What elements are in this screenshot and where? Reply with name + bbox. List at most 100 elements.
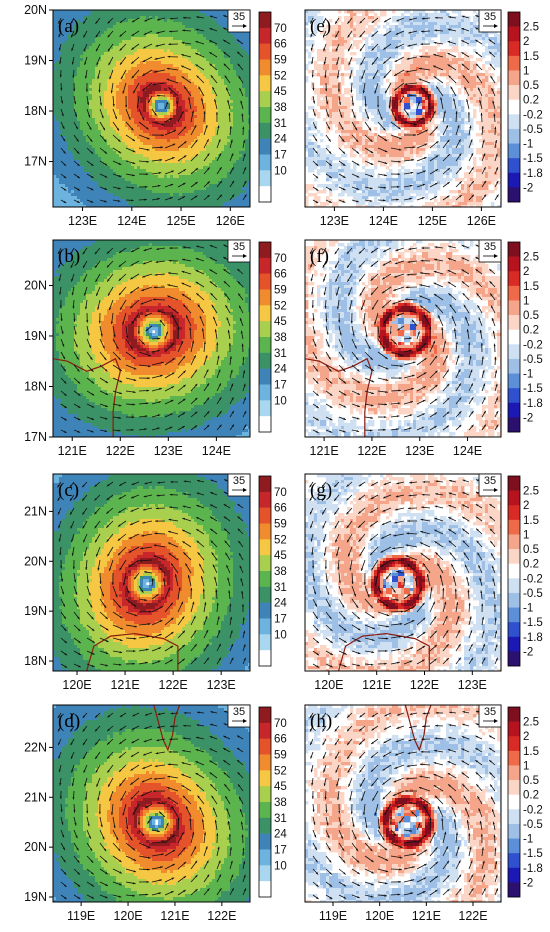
wind-arrowhead [370, 139, 373, 142]
wind-arrowhead [159, 620, 163, 623]
wind-arrowhead [223, 27, 226, 30]
wind-arrowhead [421, 506, 424, 509]
wind-arrowhead [227, 99, 230, 103]
wind-arrowhead [461, 748, 465, 751]
wind-arrowhead [385, 650, 388, 652]
y-tick-label: 18N [24, 379, 47, 393]
wind-arrowhead [216, 342, 219, 345]
wind-arrowhead [182, 412, 186, 415]
wind-arrowhead [338, 580, 341, 584]
wind-arrowhead [83, 770, 86, 773]
wind-arrowhead [476, 479, 479, 482]
reference-vector-label: 35 [484, 241, 496, 253]
wind-arrowhead [394, 59, 398, 62]
wind-arrowhead [359, 293, 362, 296]
wind-arrowhead [370, 416, 373, 419]
colorbar-swatch [508, 187, 520, 203]
colorbar-label: -1.8 [523, 168, 543, 180]
wind-arrowhead [407, 44, 411, 47]
wind-arrowhead [131, 75, 135, 79]
wind-arrowhead [169, 17, 173, 20]
wind-arrowhead [133, 637, 137, 640]
wind-arrowhead [462, 784, 465, 787]
wind-arrowhead [447, 258, 451, 260]
wind-arrowhead [242, 126, 245, 130]
wind-arrowhead [94, 251, 98, 255]
wind-arrowhead [195, 889, 198, 892]
wind-arrowhead [396, 19, 399, 22]
wind-arrowhead [183, 890, 186, 893]
wind-arrowhead [166, 101, 169, 105]
wind-arrowhead [146, 880, 149, 883]
wind-arrowhead [322, 512, 325, 515]
wind-arrowhead [168, 542, 171, 545]
panel-frame [52, 473, 251, 672]
wind-arrowhead [181, 282, 185, 285]
wind-arrowhead [370, 510, 373, 513]
wind-arrowhead [422, 480, 425, 483]
wind-arrowhead [370, 429, 373, 432]
colorbar-swatch [259, 75, 271, 92]
wind-arrowhead [95, 265, 98, 268]
wind-arrowhead [141, 590, 144, 593]
wind-arrowhead [70, 251, 73, 255]
wind-arrowhead [156, 248, 159, 250]
wind-arrowhead [131, 483, 135, 485]
wind-arrowhead [108, 62, 111, 66]
colorbar-swatch [508, 114, 520, 130]
wind-arrowhead [143, 46, 146, 49]
wind-arrowhead [72, 797, 75, 800]
wind-arrowhead [382, 509, 386, 512]
wind-arrowhead [457, 355, 460, 358]
wind-arrowhead [316, 393, 319, 396]
wind-arrowhead [397, 402, 401, 405]
wind-arrowhead [122, 812, 125, 816]
wind-arrowhead [433, 762, 437, 765]
reference-vector-arrowhead [494, 254, 498, 258]
wind-arrowhead [343, 616, 346, 620]
wind-arrowhead [237, 528, 241, 532]
wind-arrowhead [455, 111, 458, 114]
wind-arrowhead [420, 530, 423, 533]
wind-arrowhead [170, 602, 173, 606]
panel-letter: (d) [58, 711, 80, 732]
wind-arrowhead [358, 251, 362, 254]
wind-arrowhead [183, 155, 187, 158]
wind-arrowhead [394, 342, 397, 345]
colorbar-label: -1.5 [523, 383, 543, 395]
wind-arrowhead [224, 528, 227, 531]
wind-arrowhead [476, 540, 479, 544]
wind-arrowhead [405, 555, 409, 558]
wind-vectors [309, 478, 498, 668]
wind-arrowhead [381, 536, 384, 539]
wind-arrowhead [130, 509, 134, 512]
wind-arrowhead [483, 874, 486, 878]
wind-arrowhead [334, 742, 338, 746]
wind-arrowhead [239, 553, 242, 556]
wind-arrowhead [327, 344, 330, 348]
wind-arrowhead [421, 17, 425, 20]
wind-arrowhead [422, 183, 426, 186]
wind-arrowhead [178, 587, 181, 590]
wind-arrowhead [391, 559, 394, 562]
wind-arrowhead [495, 167, 498, 170]
wind-arrowhead [419, 284, 423, 287]
wind-arrowhead [329, 163, 332, 166]
wind-arrowhead [411, 633, 414, 636]
wind-arrowhead [64, 430, 67, 433]
wind-arrowhead [357, 871, 360, 875]
colorbar-swatch [259, 122, 271, 139]
y-tick-label: 19N [24, 329, 47, 343]
wind-arrowhead [87, 102, 90, 105]
wind-arrowhead [211, 552, 214, 555]
wind-arrowhead [356, 417, 360, 420]
colorbar-label: 2 [523, 36, 529, 48]
wind-arrowhead [356, 860, 360, 863]
wind-arrowhead [105, 369, 108, 372]
wind-arrowhead [118, 357, 121, 360]
wind-arrowhead [118, 151, 122, 154]
wind-arrowhead [155, 594, 159, 597]
wind-arrowhead [313, 822, 316, 825]
colorbar-swatch [259, 384, 271, 401]
wind-arrowhead [157, 830, 160, 833]
